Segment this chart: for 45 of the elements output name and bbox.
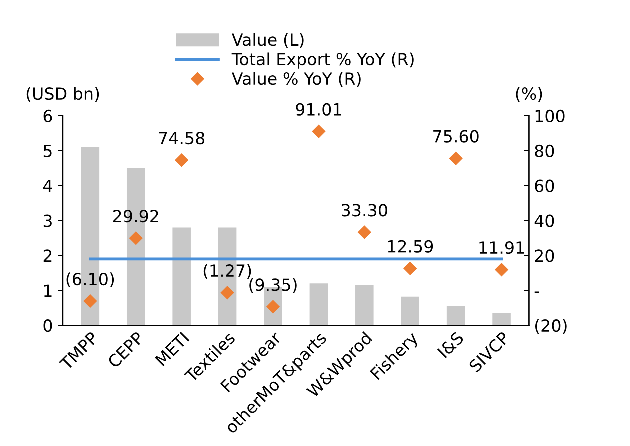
point — [404, 262, 417, 276]
y2-tick-label: 20 — [535, 250, 554, 262]
bar — [356, 285, 374, 326]
data-label: 11.91 — [480, 242, 524, 254]
point — [175, 154, 188, 167]
y2-tick-label: (20) — [535, 319, 567, 334]
point — [84, 294, 98, 308]
data-label: 29.92 — [113, 210, 158, 223]
y2-tick-label: 100 — [536, 110, 565, 123]
y-tick-label: 4 — [43, 180, 52, 192]
point — [312, 125, 326, 138]
bar — [401, 296, 420, 326]
y-tick-label: 2 — [44, 250, 52, 262]
legend-label: Value (L) — [232, 33, 304, 48]
data-label: 75.60 — [434, 130, 479, 143]
point — [220, 286, 234, 300]
point — [358, 226, 372, 240]
data-label: (9.35) — [250, 278, 297, 294]
y-tick-label: 6 — [44, 110, 52, 123]
point — [495, 263, 508, 276]
y2-tick-label: 80 — [535, 144, 554, 158]
data-label: 74.58 — [159, 132, 205, 145]
legend-label: Total Export % YoY (R) — [232, 52, 414, 69]
bar — [172, 228, 191, 326]
y2-tick-label: 40 — [534, 214, 554, 228]
data-label: 91.01 — [296, 103, 342, 116]
bar — [446, 306, 466, 326]
data-label: (1.27) — [204, 264, 252, 280]
point — [130, 232, 143, 245]
y-tick-label: 0 — [44, 320, 52, 332]
point — [449, 152, 463, 166]
y2-tick-label: - — [534, 292, 540, 294]
y2-axis-title: (%) — [516, 87, 542, 102]
y-axis-title: (USD bn) — [26, 87, 100, 102]
y-tick-label: 5 — [44, 145, 52, 158]
data-label: (6.10) — [66, 272, 114, 288]
bar — [310, 284, 328, 326]
data-label: 12.59 — [388, 240, 434, 253]
y-tick-label: 1 — [44, 284, 52, 297]
bar — [492, 313, 511, 326]
legend-label: Value % YoY (R) — [232, 72, 361, 88]
x-tick-label: I&S — [437, 331, 465, 359]
data-label: 33.30 — [342, 204, 388, 217]
y2-tick-label: 60 — [535, 180, 554, 192]
y-tick-label: 3 — [44, 214, 52, 228]
